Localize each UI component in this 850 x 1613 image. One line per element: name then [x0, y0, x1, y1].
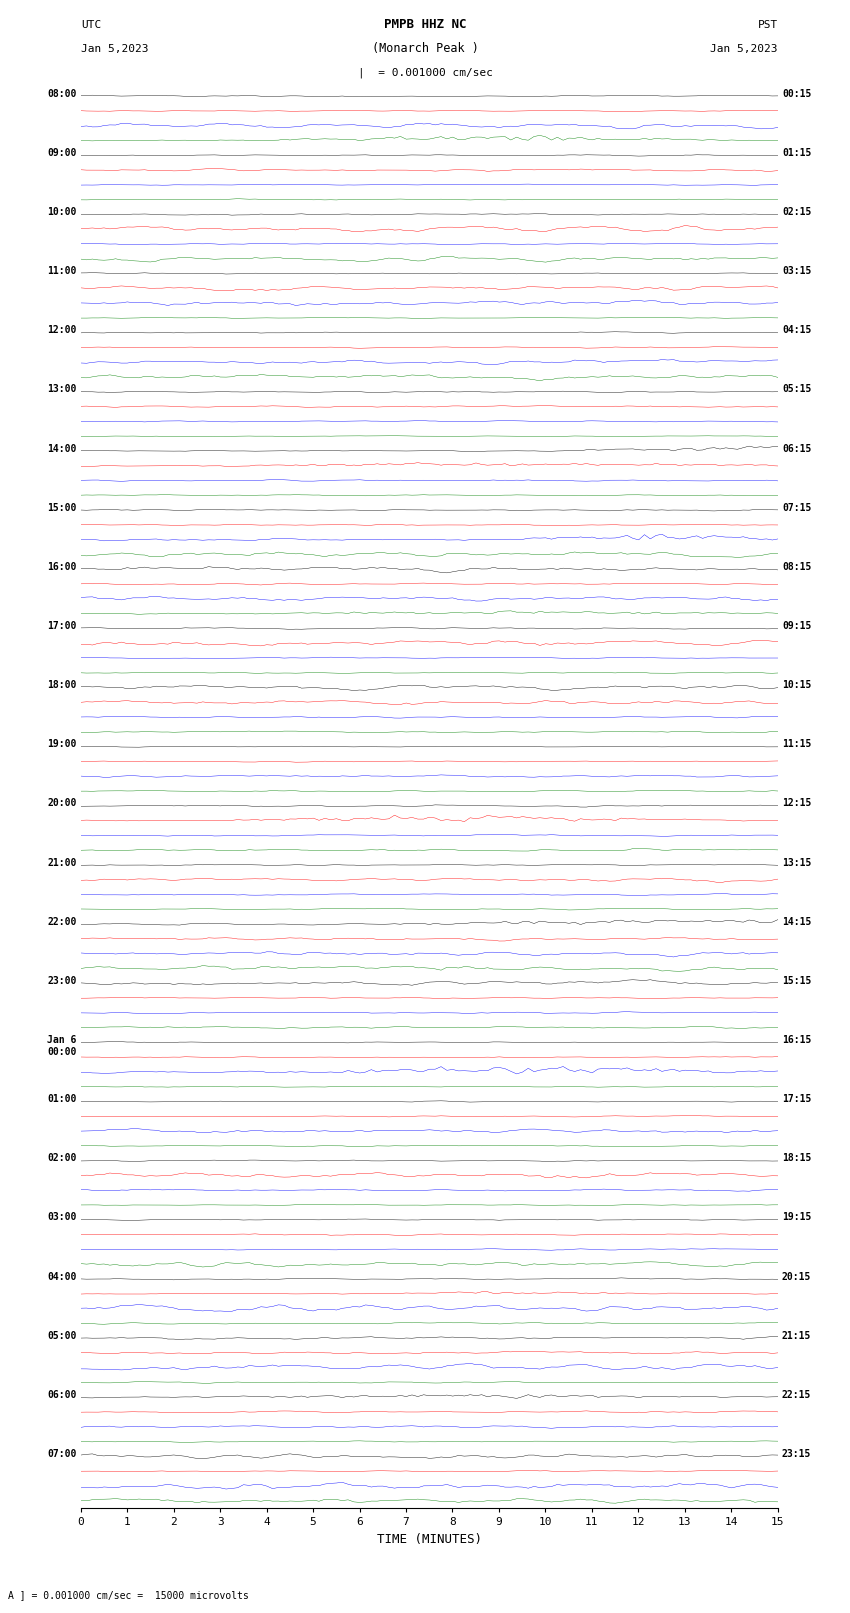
Text: 10:15: 10:15 — [782, 681, 812, 690]
Text: 12:15: 12:15 — [782, 798, 812, 808]
Text: 02:15: 02:15 — [782, 206, 812, 218]
Text: 21:15: 21:15 — [782, 1331, 812, 1340]
Text: 06:00: 06:00 — [47, 1390, 76, 1400]
Text: 01:15: 01:15 — [782, 148, 812, 158]
Text: 15:15: 15:15 — [782, 976, 812, 986]
Text: 22:15: 22:15 — [782, 1390, 812, 1400]
Text: 03:15: 03:15 — [782, 266, 812, 276]
Text: Jan 5,2023: Jan 5,2023 — [81, 44, 148, 53]
Text: 21:00: 21:00 — [47, 858, 76, 868]
Text: 13:15: 13:15 — [782, 858, 812, 868]
Text: 16:15: 16:15 — [782, 1036, 812, 1045]
Text: 17:00: 17:00 — [47, 621, 76, 631]
Text: 17:15: 17:15 — [782, 1094, 812, 1105]
Text: Jan 5,2023: Jan 5,2023 — [711, 44, 778, 53]
Text: 06:15: 06:15 — [782, 444, 812, 453]
Text: 23:15: 23:15 — [782, 1448, 812, 1460]
Text: 08:15: 08:15 — [782, 561, 812, 573]
Text: 20:15: 20:15 — [782, 1271, 812, 1282]
Text: UTC: UTC — [81, 19, 101, 29]
Text: 07:15: 07:15 — [782, 503, 812, 513]
Text: 04:00: 04:00 — [47, 1271, 76, 1282]
Text: 07:00: 07:00 — [47, 1448, 76, 1460]
Text: PMPB HHZ NC: PMPB HHZ NC — [383, 18, 467, 31]
Text: 15:00: 15:00 — [47, 503, 76, 513]
Text: 19:00: 19:00 — [47, 739, 76, 750]
Text: 05:00: 05:00 — [47, 1331, 76, 1340]
Text: 05:15: 05:15 — [782, 384, 812, 395]
Text: 16:00: 16:00 — [47, 561, 76, 573]
Text: 00:15: 00:15 — [782, 89, 812, 98]
Text: |  = 0.001000 cm/sec: | = 0.001000 cm/sec — [358, 68, 492, 77]
Text: (Monarch Peak ): (Monarch Peak ) — [371, 42, 479, 55]
Text: 14:00: 14:00 — [47, 444, 76, 453]
Text: 11:15: 11:15 — [782, 739, 812, 750]
Text: 19:15: 19:15 — [782, 1213, 812, 1223]
Text: 14:15: 14:15 — [782, 916, 812, 927]
Text: 20:00: 20:00 — [47, 798, 76, 808]
Text: 13:00: 13:00 — [47, 384, 76, 395]
Text: 10:00: 10:00 — [47, 206, 76, 218]
Text: 01:00: 01:00 — [47, 1094, 76, 1105]
Text: 04:15: 04:15 — [782, 326, 812, 336]
X-axis label: TIME (MINUTES): TIME (MINUTES) — [377, 1532, 482, 1545]
Text: Jan 6
00:00: Jan 6 00:00 — [47, 1036, 76, 1057]
Text: PST: PST — [757, 19, 778, 29]
Text: 23:00: 23:00 — [47, 976, 76, 986]
Text: 11:00: 11:00 — [47, 266, 76, 276]
Text: 18:15: 18:15 — [782, 1153, 812, 1163]
Text: 09:00: 09:00 — [47, 148, 76, 158]
Text: A ] = 0.001000 cm/sec =  15000 microvolts: A ] = 0.001000 cm/sec = 15000 microvolts — [8, 1590, 249, 1600]
Text: 12:00: 12:00 — [47, 326, 76, 336]
Text: 02:00: 02:00 — [47, 1153, 76, 1163]
Text: 18:00: 18:00 — [47, 681, 76, 690]
Text: 03:00: 03:00 — [47, 1213, 76, 1223]
Text: 09:15: 09:15 — [782, 621, 812, 631]
Text: 08:00: 08:00 — [47, 89, 76, 98]
Text: 22:00: 22:00 — [47, 916, 76, 927]
